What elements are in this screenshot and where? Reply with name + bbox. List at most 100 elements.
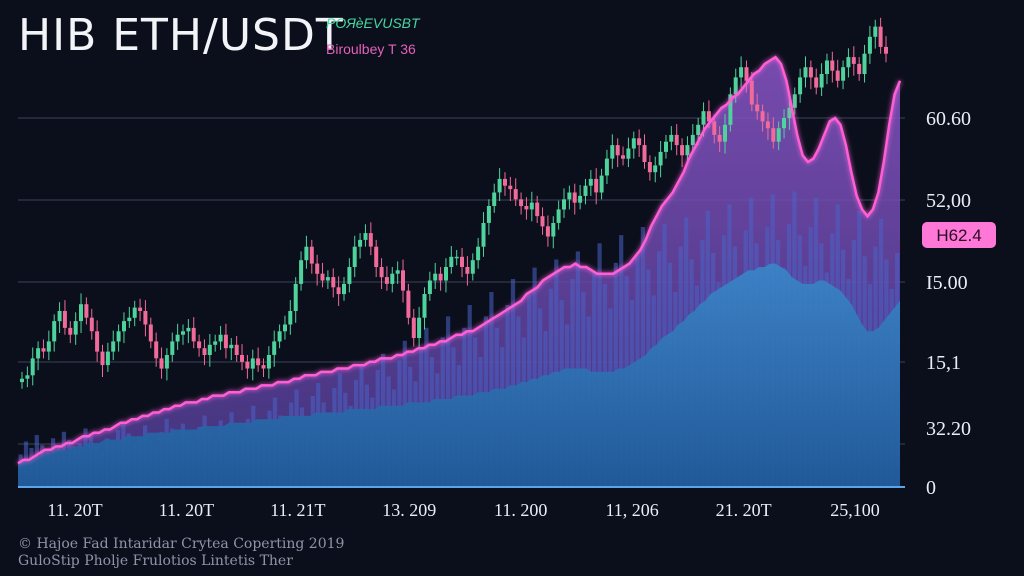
candle <box>342 277 346 301</box>
legend: POЯѐEVUSBT Biroulbey T 36 <box>326 14 420 58</box>
candle <box>234 336 239 362</box>
candle <box>508 176 513 201</box>
candle <box>240 344 244 371</box>
x-tick-label: 11. 20T <box>159 500 214 520</box>
candle <box>594 168 599 205</box>
candle <box>89 308 94 340</box>
candle <box>41 339 46 359</box>
candle <box>20 371 24 389</box>
candle <box>444 258 448 293</box>
y-axis-labels: 60.60 52,00 I5.00 15,1 32.20 0 <box>926 108 971 499</box>
candle <box>717 126 722 152</box>
candle <box>685 136 690 162</box>
candle <box>36 341 41 371</box>
candle <box>739 56 744 88</box>
candle <box>825 53 829 85</box>
candle <box>776 121 781 151</box>
candle <box>782 109 786 139</box>
candle <box>411 308 416 347</box>
candle <box>470 253 475 281</box>
candle <box>433 262 438 289</box>
candle <box>486 199 491 235</box>
candle <box>497 168 502 201</box>
candle <box>535 195 540 223</box>
candle <box>197 334 202 357</box>
candle <box>100 344 105 377</box>
candle <box>105 342 110 372</box>
candle <box>572 183 577 215</box>
candle <box>358 233 363 259</box>
candle <box>744 60 749 93</box>
candle <box>792 87 797 115</box>
candle <box>884 36 888 63</box>
x-axis-labels: 11. 20T 11. 20T 11. 21T 13. 209 11. 200 11, 2… <box>47 500 879 520</box>
y-tick-label: I5.00 <box>926 272 968 294</box>
candle <box>755 93 760 120</box>
candle <box>46 330 51 361</box>
candle <box>610 134 615 169</box>
candle <box>733 68 738 103</box>
candle <box>819 63 824 96</box>
candle <box>299 251 304 291</box>
candle <box>680 138 685 168</box>
footer-line-2: GuloStip Pholje Frulotios Lintetis Ther <box>18 553 293 569</box>
candle <box>664 134 668 159</box>
candle <box>771 117 776 149</box>
candle <box>712 114 717 144</box>
candle <box>191 317 196 349</box>
candle <box>545 215 550 247</box>
candle <box>223 323 228 359</box>
candle <box>637 129 642 157</box>
candle <box>384 266 389 291</box>
candle <box>422 287 427 330</box>
candle <box>283 315 287 340</box>
x-tick-label: 13. 209 <box>382 500 436 520</box>
candle <box>52 314 57 352</box>
y-tick-label: 32.20 <box>926 418 971 440</box>
candle <box>229 338 234 361</box>
candle <box>588 170 593 196</box>
y-tick-label: 0 <box>926 477 936 499</box>
candle <box>653 156 658 183</box>
candle <box>626 137 631 168</box>
candle <box>68 321 73 344</box>
candle <box>765 112 770 140</box>
candle <box>62 300 67 335</box>
x-tick-label: 11. 20T <box>47 500 102 520</box>
price-badge-label: H62.4 <box>936 226 981 245</box>
candle <box>867 25 872 64</box>
candle <box>261 358 266 377</box>
candle <box>309 239 314 274</box>
candlesticks <box>20 17 888 389</box>
candle <box>325 270 330 289</box>
candle <box>132 300 137 327</box>
candle <box>562 188 566 218</box>
candle <box>583 178 588 205</box>
candle <box>621 146 625 166</box>
candle <box>266 346 271 379</box>
x-tick-label: 11. 21T <box>270 500 325 520</box>
candle <box>154 332 159 367</box>
candle <box>127 306 132 328</box>
candle <box>835 59 840 88</box>
candle <box>604 149 609 184</box>
candle <box>798 68 803 103</box>
footer: © Hajoe Fad Intaridar Crytea Coperting 2… <box>18 536 344 570</box>
candle <box>186 319 191 344</box>
candle <box>401 259 405 303</box>
candle <box>390 267 395 293</box>
candle <box>503 172 507 196</box>
candle <box>336 276 341 306</box>
candle <box>556 200 561 230</box>
candle <box>519 192 524 215</box>
candle <box>728 87 733 132</box>
candle <box>846 48 851 78</box>
y-tick-label: 60.60 <box>926 108 971 130</box>
candle <box>460 248 464 278</box>
candle <box>873 19 878 49</box>
candle <box>84 297 89 325</box>
price-badge: H62.4 <box>922 222 996 248</box>
candle <box>181 324 185 345</box>
candle <box>111 330 116 361</box>
